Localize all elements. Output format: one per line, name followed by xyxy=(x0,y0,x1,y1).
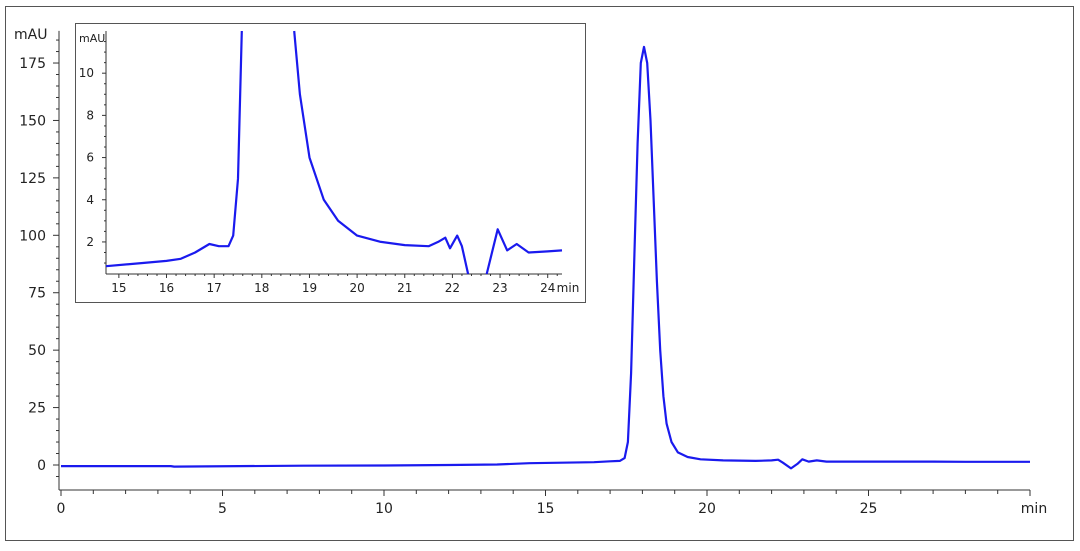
inset-x-tick-label: 19 xyxy=(302,281,317,295)
y-tick-label: 175 xyxy=(19,56,46,72)
main-plot: 0 5 10 15 20 25 min 0 25 50 75 100 125 150 175 mAU xyxy=(14,27,1047,517)
x-tick-label: 5 xyxy=(218,501,227,517)
inset-y-tick-label: 2 xyxy=(86,235,94,249)
inset-x-tick-label: 20 xyxy=(349,281,364,295)
x-tick-label: 0 xyxy=(57,501,66,517)
inset-chromatogram-trace xyxy=(293,30,470,275)
y-tick-label: 150 xyxy=(19,113,46,129)
inset-x-tick-label: 21 xyxy=(397,281,412,295)
y-tick-label: 50 xyxy=(28,343,46,359)
inset-y-tick-label: 10 xyxy=(79,66,94,80)
x-tick-label: 25 xyxy=(860,501,878,517)
inset-chromatogram-trace xyxy=(105,30,243,268)
y-tick-label: 100 xyxy=(19,228,46,244)
chromatogram-trace xyxy=(61,45,1030,470)
inset-x-tick-label: 15 xyxy=(111,281,126,295)
y-tick-label: 0 xyxy=(37,458,46,474)
y-tick-label: 75 xyxy=(28,286,46,302)
y-tick-label: 125 xyxy=(19,171,46,187)
inset-x-tick-label: 22 xyxy=(445,281,460,295)
inset-y-axis-label: mAU xyxy=(79,32,105,45)
x-tick-label: 20 xyxy=(698,501,716,517)
x-tick-label: 15 xyxy=(537,501,555,517)
x-axis-label: min xyxy=(1021,501,1047,517)
inset-x-tick-label: 24 xyxy=(540,281,555,295)
y-axis-label: mAU xyxy=(14,27,47,43)
inset-y-tick-label: 4 xyxy=(86,193,94,207)
inset-x-tick-label: 18 xyxy=(254,281,269,295)
inset-x-tick-label: 16 xyxy=(159,281,174,295)
inset-y-tick-label: 6 xyxy=(86,151,94,165)
x-tick-label: 10 xyxy=(375,501,393,517)
inset-x-axis-label: min xyxy=(557,281,580,295)
y-tick-label: 25 xyxy=(28,401,46,417)
inset-y-tick-label: 8 xyxy=(86,108,94,122)
inset-chromatogram-trace xyxy=(485,228,563,275)
inset-x-tick-label: 17 xyxy=(207,281,222,295)
inset-x-tick-label: 23 xyxy=(492,281,507,295)
inset-border xyxy=(75,23,586,303)
